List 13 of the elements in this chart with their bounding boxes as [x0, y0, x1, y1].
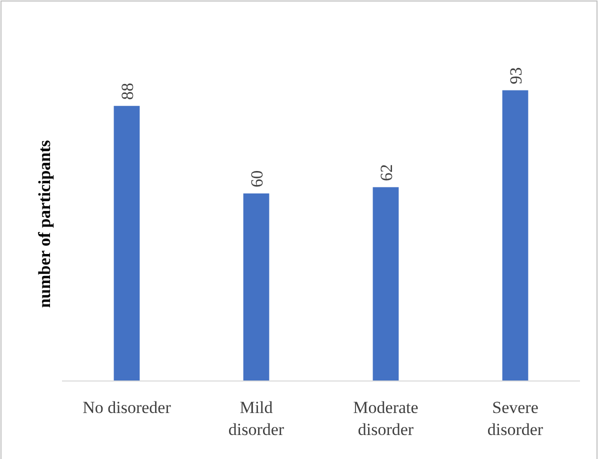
data-label: 60 — [247, 170, 266, 188]
bar — [243, 193, 270, 381]
x-tick-label: Severe disorder — [487, 398, 544, 439]
x-tick-label: No disoreder — [82, 398, 172, 417]
bar — [502, 90, 528, 381]
bar — [372, 187, 399, 381]
y-axis-title: number of participants — [35, 140, 54, 308]
data-label: 62 — [376, 164, 396, 182]
data-label: 93 — [506, 67, 526, 84]
data-label: 88 — [118, 82, 137, 100]
x-tick-label: Moderate disorder — [353, 398, 418, 439]
bar — [114, 106, 140, 381]
x-tick-label: Mild disorder — [228, 398, 284, 439]
